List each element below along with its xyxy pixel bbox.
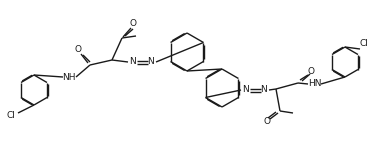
Text: Cl: Cl — [359, 39, 368, 49]
Text: HN: HN — [308, 80, 322, 89]
Text: NH: NH — [62, 72, 76, 81]
Text: O: O — [307, 67, 315, 75]
Text: N: N — [148, 58, 154, 67]
Text: N: N — [130, 58, 137, 67]
Text: O: O — [264, 117, 270, 126]
Text: N: N — [261, 85, 267, 94]
Text: O: O — [74, 46, 82, 55]
Text: N: N — [243, 85, 249, 94]
Text: Cl: Cl — [7, 111, 15, 120]
Text: O: O — [129, 18, 137, 27]
